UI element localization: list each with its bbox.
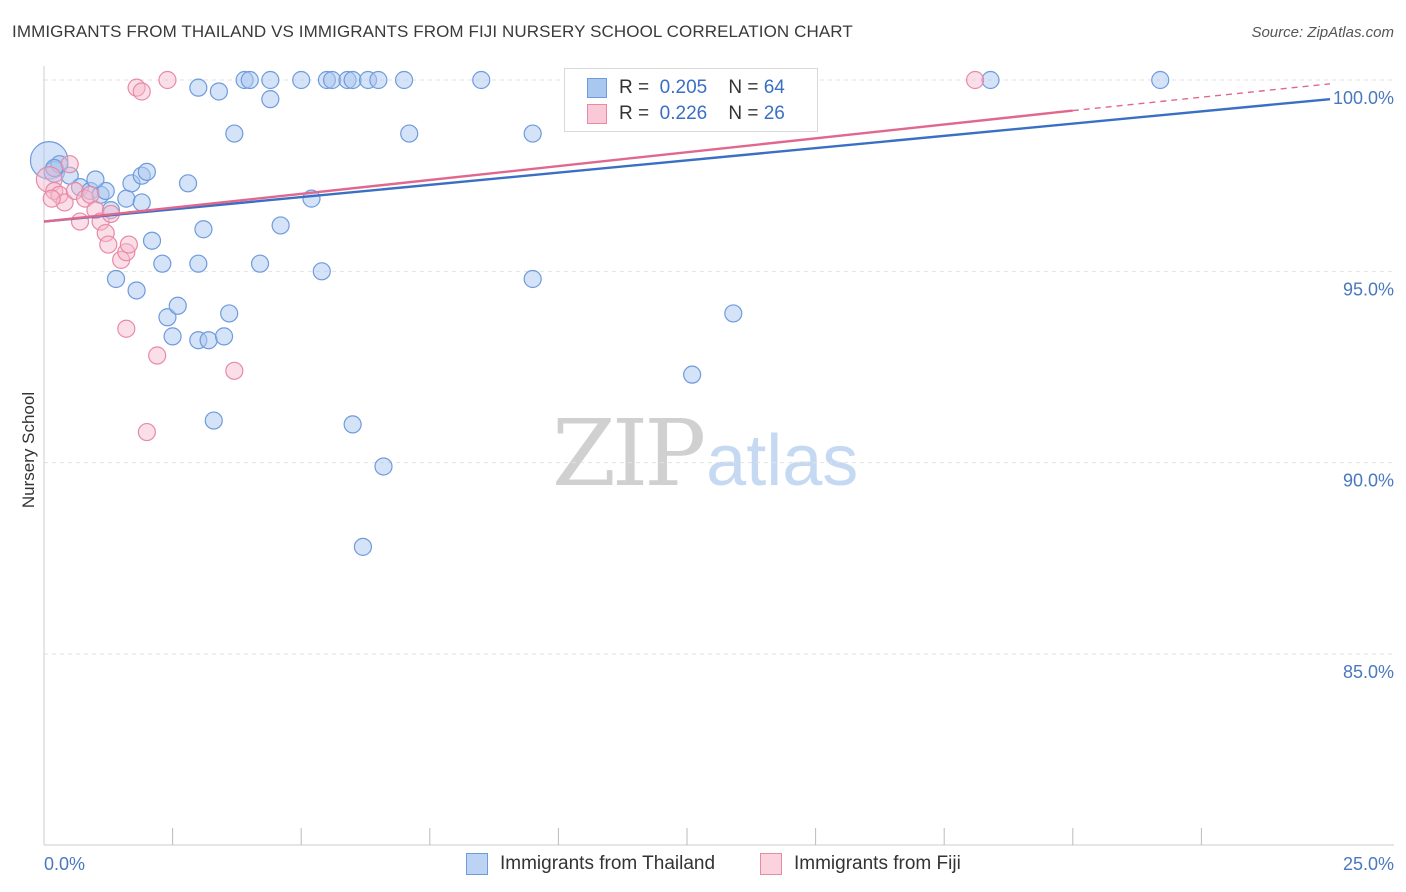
thailand-point <box>225 124 244 143</box>
legend-n-value: 64 <box>763 77 785 98</box>
thailand-point <box>127 281 146 300</box>
thailand-point <box>250 254 270 273</box>
legend-r-value: 0.205 <box>659 77 708 98</box>
x-tick-label: 25.0% <box>1343 854 1394 874</box>
thailand-point <box>106 269 126 289</box>
legend-swatch-blue <box>587 78 607 98</box>
stats-legend-row-thailand: R = 0.205 N = 64 <box>587 77 785 99</box>
fiji-point <box>117 319 136 338</box>
thailand-point <box>163 327 182 346</box>
fiji-point <box>132 82 151 101</box>
thailand-point <box>261 70 280 90</box>
fiji-point <box>965 70 985 90</box>
thailand-point <box>322 70 342 90</box>
fiji-point <box>225 361 244 380</box>
thailand-point <box>204 411 223 430</box>
fiji-point <box>119 235 138 254</box>
thailand-point <box>137 162 156 181</box>
thailand-point <box>240 70 259 90</box>
thailand-point <box>142 231 162 250</box>
thailand-point <box>132 193 151 212</box>
legend-swatch-pink <box>587 104 607 124</box>
legend-r-value: 0.226 <box>659 103 708 124</box>
thailand-point <box>981 70 1000 90</box>
y-tick-label: 95.0% <box>1343 279 1394 299</box>
fiji-trend-line <box>43 109 1073 223</box>
legend-n-label: N = <box>728 77 759 98</box>
fiji-point <box>70 212 90 231</box>
bottom-legend-label: Immigrants from Thailand <box>500 853 716 874</box>
thailand-point <box>292 70 311 90</box>
y-tick-label: 90.0% <box>1343 471 1394 491</box>
bottom-legend-fiji: Immigrants from Fiji <box>760 852 961 876</box>
thailand-point <box>220 304 239 323</box>
thailand-point <box>374 457 393 476</box>
watermark: ZIPatlas <box>552 400 858 507</box>
source-label: Source: ZipAtlas.com <box>1251 24 1394 41</box>
thailand-point <box>189 78 208 97</box>
thailand-point <box>158 308 177 327</box>
thailand-point <box>214 327 234 346</box>
thailand-point <box>683 365 702 384</box>
fiji-point <box>86 201 105 220</box>
thailand-point <box>312 262 331 281</box>
thailand-point <box>199 331 218 350</box>
thailand-point <box>523 269 542 289</box>
thailand-point <box>369 70 388 90</box>
thailand-point <box>724 304 743 323</box>
legend-n-label: N = <box>728 103 759 124</box>
fiji-point <box>35 166 63 193</box>
x-tick-label: 0.0% <box>44 854 85 874</box>
fiji-point <box>148 346 167 365</box>
thailand-point <box>117 189 136 208</box>
legend-r-label: R = <box>619 77 650 98</box>
thailand-point <box>96 181 115 201</box>
bottom-legend-label: Immigrants from Fiji <box>794 853 961 874</box>
legend-r-label: R = <box>619 103 650 124</box>
thailand-point <box>394 70 414 90</box>
thailand-point <box>261 90 280 109</box>
stats-legend: R = 0.205 N = 64 R = 0.226 N = 26 <box>564 68 818 132</box>
thailand-trend-line <box>43 97 1331 223</box>
thailand-point <box>178 174 198 193</box>
bottom-legend-swatch-pink <box>760 853 782 875</box>
fiji-point <box>158 70 177 90</box>
thailand-point <box>86 170 105 189</box>
fiji-point <box>137 422 156 442</box>
thailand-point <box>353 537 373 556</box>
thailand-point <box>168 296 187 315</box>
fiji-trend-extension <box>1072 83 1331 112</box>
chart-title: IMMIGRANTS FROM THAILAND VS IMMIGRANTS F… <box>12 22 853 41</box>
bottom-legend-thailand: Immigrants from Thailand <box>466 852 715 876</box>
thailand-point <box>472 70 491 90</box>
thailand-point <box>343 70 362 90</box>
thailand-point <box>343 415 362 434</box>
fiji-point <box>65 181 84 201</box>
watermark-atlas: atlas <box>706 421 859 501</box>
thailand-point <box>189 254 208 273</box>
thailand-point <box>1151 70 1170 90</box>
y-tick-label: 85.0% <box>1343 662 1394 682</box>
bottom-legend-swatch-blue <box>466 853 488 875</box>
thailand-point <box>271 216 290 235</box>
watermark-zip: ZIP <box>552 400 706 507</box>
stats-legend-row-fiji: R = 0.226 N = 26 <box>587 103 785 125</box>
legend-n-value: 26 <box>763 103 785 124</box>
thailand-point <box>400 124 419 143</box>
fiji-point <box>96 223 115 243</box>
thailand-point <box>194 220 213 239</box>
thailand-point <box>523 124 542 143</box>
fiji-point <box>99 235 118 254</box>
fiji-point <box>81 185 100 204</box>
fiji-point <box>42 189 61 208</box>
fiji-point <box>60 155 79 174</box>
y-tick-label: 100.0% <box>1333 88 1394 108</box>
thailand-point <box>209 82 228 101</box>
thailand-point <box>153 254 172 273</box>
